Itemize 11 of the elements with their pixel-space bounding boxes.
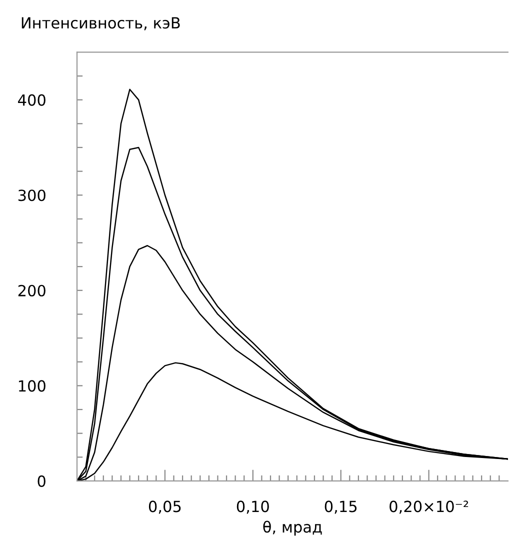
y-axis-title: Интенсивность, кэВ [22, 17, 180, 30]
x-axis-title: θ, мрад [263, 520, 322, 536]
y-tick-label: 200 [18, 284, 46, 296]
x-tick-label: 0,05 [148, 500, 181, 514]
y-tick-label: 400 [18, 94, 46, 106]
x-tick-label: 0,15 [324, 500, 357, 514]
x-tick-label: 0,20×10⁻² [390, 500, 468, 514]
y-tick-label: 300 [18, 190, 46, 202]
y-tick-label: 0 [38, 475, 46, 487]
y-tick-label: 100 [18, 380, 46, 392]
x-tick-label: 0,10 [236, 500, 269, 514]
